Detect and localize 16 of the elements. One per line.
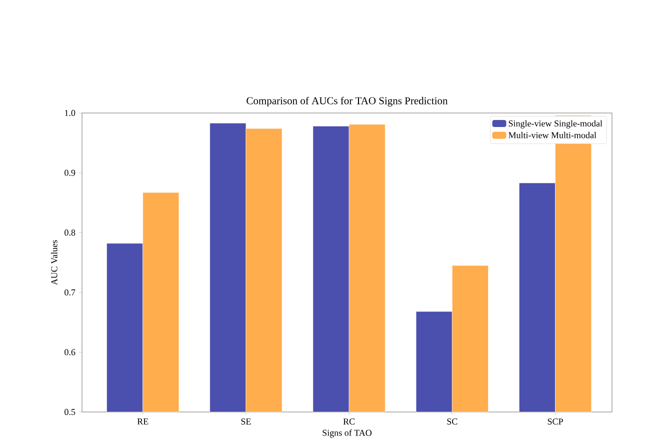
y-tick-label: 1.0 <box>65 110 76 116</box>
x-tick-label: RC <box>343 418 355 425</box>
x-tick-label: SC <box>447 418 458 425</box>
y-axis-title: AUC Values <box>50 240 58 286</box>
x-tick-label: SE <box>241 418 251 425</box>
y-tick-label: 0.5 <box>64 408 76 416</box>
x-tick-label: SCP <box>548 418 563 425</box>
legend-label: Single-view Single-modal <box>508 120 602 128</box>
x-axis-title: Signs of TAO <box>322 429 372 438</box>
y-tick-label: 0.9 <box>64 170 76 176</box>
legend-label: Multi-view Multi-modal <box>508 132 596 138</box>
y-tick-label: 0.6 <box>64 349 76 356</box>
x-tick-label: RE <box>137 418 148 424</box>
y-tick-label: 0.7 <box>64 289 76 296</box>
chart-title: Comparison of AUCs for TAO Signs Prediction <box>246 96 448 106</box>
y-tick-label: 0.8 <box>64 230 76 236</box>
